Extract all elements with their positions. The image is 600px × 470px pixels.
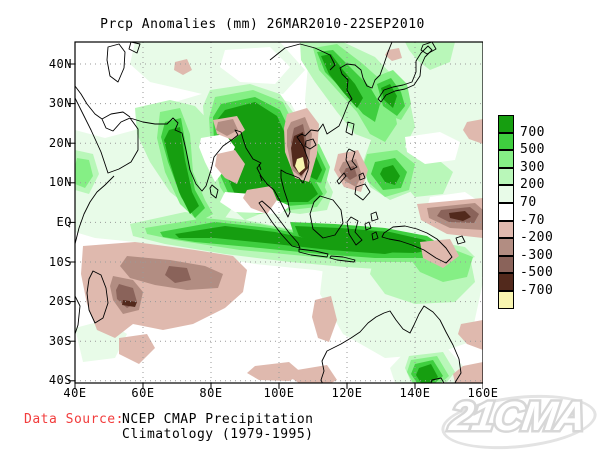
data-source-label: Data Source: bbox=[24, 412, 124, 427]
legend-swatch-5 bbox=[498, 203, 514, 221]
legend-label-300: 300 bbox=[520, 159, 545, 175]
legend-label--500: -500 bbox=[520, 265, 554, 281]
legend-label--700: -700 bbox=[520, 283, 554, 298]
lat-tick-label-10S: 10S bbox=[48, 254, 72, 269]
lon-tick-label-40E: 40E bbox=[63, 386, 87, 400]
lat-tick-label-40S: 40S bbox=[48, 373, 72, 388]
legend-label--300: -300 bbox=[520, 247, 554, 263]
legend-swatch-6 bbox=[498, 220, 514, 239]
lat-tick-label-EQ: EQ bbox=[56, 214, 72, 229]
legend-label--200: -200 bbox=[520, 230, 554, 246]
lon-tick-label-80E: 80E bbox=[199, 386, 223, 400]
lat-tick-label-30S: 30S bbox=[48, 333, 72, 348]
chart-title: Prcp Anomalies (mm) 26MAR2010-22SEP2010 bbox=[100, 17, 425, 32]
legend-swatch-9 bbox=[498, 273, 514, 291]
map-canvas bbox=[68, 41, 483, 389]
data-source-line1: NCEP CMAP Precipitation bbox=[122, 412, 314, 427]
legend-swatch-1 bbox=[498, 132, 514, 151]
gridlines bbox=[75, 42, 483, 383]
watermark-logo: 21CMA bbox=[445, 391, 590, 442]
lon-tick-label-160E: 160E bbox=[467, 386, 499, 400]
lat-tick-label-20S: 20S bbox=[48, 294, 72, 309]
data-source-line2: Climatology (1979-1995) bbox=[122, 427, 314, 442]
legend-swatch-0 bbox=[498, 115, 514, 133]
legend-label-700: 700 bbox=[520, 124, 545, 140]
legend-label--70: -70 bbox=[520, 212, 545, 228]
lon-tick-label-140E: 140E bbox=[399, 386, 431, 400]
legend-swatch-2 bbox=[498, 150, 514, 168]
legend-swatch-7 bbox=[498, 238, 514, 256]
lat-tick-label-10N: 10N bbox=[48, 175, 72, 190]
lon-tick-label-60E: 60E bbox=[131, 386, 155, 400]
axis-ticks bbox=[68, 63, 483, 389]
legend-swatch-10 bbox=[498, 291, 514, 309]
lat-tick-label-20N: 20N bbox=[48, 135, 72, 150]
legend-swatch-4 bbox=[498, 185, 514, 203]
legend-label-70: 70 bbox=[520, 195, 537, 210]
lon-tick-label-120E: 120E bbox=[331, 386, 363, 400]
legend-label-200: 200 bbox=[520, 177, 545, 193]
legend-label-500: 500 bbox=[520, 142, 545, 158]
legend-swatch-3 bbox=[498, 167, 514, 186]
legend-swatch-8 bbox=[498, 255, 514, 274]
lat-tick-label-30N: 30N bbox=[48, 96, 72, 111]
lat-tick-label-40N: 40N bbox=[48, 56, 72, 71]
lon-tick-label-100E: 100E bbox=[263, 386, 295, 400]
